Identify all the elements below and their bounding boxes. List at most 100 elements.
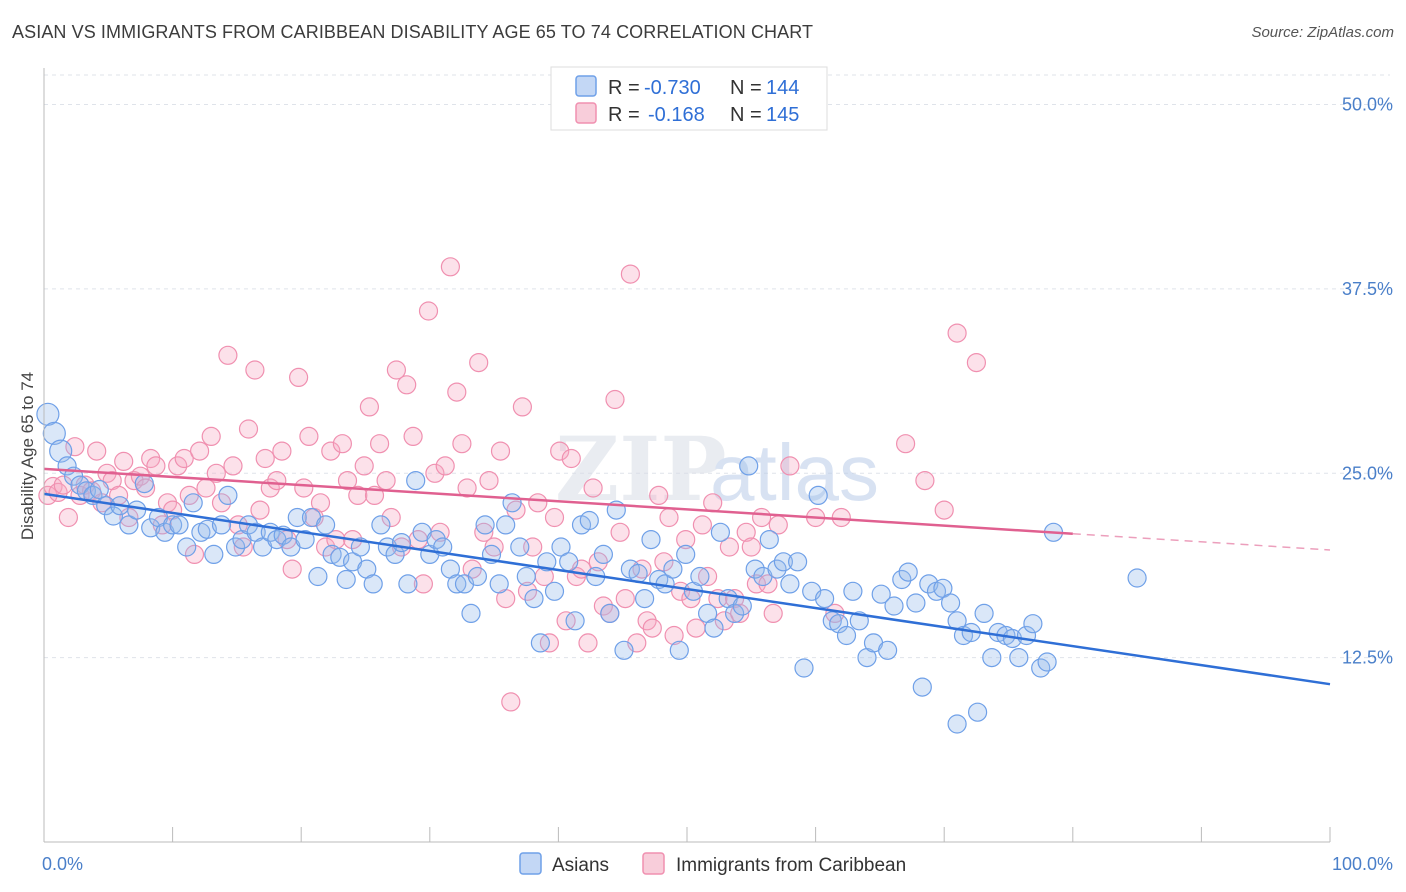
immigrants-point bbox=[337, 471, 358, 491]
asians-point bbox=[814, 588, 835, 609]
immigrants-point bbox=[697, 566, 718, 587]
asians-point bbox=[316, 515, 336, 535]
asians-point bbox=[600, 603, 620, 624]
asians-point bbox=[906, 593, 926, 613]
asians-point bbox=[780, 574, 800, 594]
asians-point bbox=[759, 529, 779, 550]
immigrants-point bbox=[736, 522, 756, 542]
immigrants-point bbox=[310, 493, 331, 513]
asians-point bbox=[489, 574, 509, 594]
immigrants-point bbox=[714, 611, 734, 631]
immigrants-point bbox=[440, 257, 460, 277]
asians-point bbox=[614, 640, 634, 660]
asians-point bbox=[524, 588, 544, 609]
asians-point bbox=[724, 603, 745, 624]
asians-point bbox=[119, 515, 139, 535]
asians-point bbox=[579, 510, 599, 531]
legend-swatch-immigrants bbox=[575, 102, 597, 124]
asians-trend-line bbox=[43, 492, 1331, 686]
asians-point bbox=[371, 515, 391, 535]
asians-point bbox=[663, 559, 683, 579]
immigrants-point bbox=[895, 434, 916, 454]
immigrants-point bbox=[649, 485, 669, 505]
immigrants-point bbox=[397, 375, 417, 395]
immigrants-point bbox=[593, 596, 614, 616]
asians-point bbox=[739, 456, 759, 476]
x-tick-label-0: 0.0% bbox=[42, 854, 83, 874]
asians-point bbox=[461, 603, 481, 624]
asians-point bbox=[322, 544, 342, 565]
immigrants-point bbox=[966, 353, 987, 373]
asians-point bbox=[1023, 614, 1043, 634]
asians-point bbox=[447, 574, 467, 594]
asians-point bbox=[197, 519, 217, 539]
y-tick-labels: 12.5% 25.0% 37.5% 50.0% bbox=[1342, 95, 1393, 668]
immigrants-point bbox=[642, 618, 662, 638]
asians-point bbox=[787, 552, 808, 572]
immigrants-point bbox=[354, 456, 374, 476]
immigrants-point bbox=[381, 507, 401, 528]
asians-point bbox=[475, 515, 495, 535]
asians-point bbox=[163, 515, 183, 535]
immigrants-point bbox=[676, 529, 696, 550]
chart-title: ASIAN VS IMMIGRANTS FROM CARIBBEAN DISAB… bbox=[12, 22, 814, 42]
x-tick-label-1: 100.0% bbox=[1332, 854, 1393, 874]
immigrants-point bbox=[686, 618, 706, 638]
immigrants-point bbox=[386, 360, 406, 380]
y-tick-label-1: 25.0% bbox=[1342, 463, 1393, 483]
immigrants-point bbox=[490, 441, 511, 461]
immigrants-point bbox=[561, 448, 581, 469]
asians-point bbox=[808, 485, 828, 505]
asians-point bbox=[103, 506, 124, 526]
immigrants-point bbox=[659, 507, 679, 528]
y-axis-label: Disability Age 65 to 74 bbox=[18, 372, 37, 540]
asians-point bbox=[767, 559, 787, 579]
asians-point bbox=[1037, 652, 1057, 672]
asians-point bbox=[940, 593, 961, 613]
asians-point bbox=[690, 566, 710, 587]
asians-point bbox=[551, 537, 571, 557]
asians-point bbox=[836, 625, 857, 646]
immigrants-point bbox=[474, 522, 494, 542]
immigrants-point bbox=[190, 441, 210, 461]
immigrants-point bbox=[376, 471, 396, 491]
asians-point bbox=[363, 574, 383, 594]
immigrants-point bbox=[255, 448, 275, 469]
immigrants-point bbox=[719, 537, 740, 557]
legend-r-label-2: R = bbox=[608, 104, 640, 126]
asians-point bbox=[169, 515, 189, 535]
asians-point bbox=[502, 493, 522, 513]
immigrants-point bbox=[741, 537, 761, 557]
asians-point bbox=[295, 529, 315, 550]
asians-point bbox=[537, 552, 557, 572]
grid-lines bbox=[44, 74, 1390, 659]
asians-point bbox=[467, 566, 487, 587]
immigrants-point bbox=[425, 463, 445, 483]
immigrants-point bbox=[184, 544, 205, 565]
asians-point bbox=[426, 529, 446, 550]
legend-r-value-1: -0.730 bbox=[644, 77, 701, 99]
asians-point bbox=[898, 562, 918, 582]
asians-point bbox=[559, 552, 579, 572]
immigrants-point bbox=[615, 588, 635, 609]
immigrants-point bbox=[947, 323, 967, 343]
asians-point bbox=[530, 633, 551, 653]
asians-point bbox=[884, 596, 904, 616]
asians-point bbox=[177, 537, 197, 557]
legend-n-value-1: 144 bbox=[766, 77, 799, 99]
asians-point bbox=[218, 485, 238, 505]
asians-point bbox=[330, 547, 350, 567]
asians-point bbox=[967, 702, 988, 722]
immigrants-point bbox=[763, 603, 783, 624]
asians-point bbox=[634, 588, 655, 609]
bottom-legend-label-immigrants: Immigrants from Caribbean bbox=[676, 855, 906, 876]
legend-n-label-1: N = bbox=[730, 77, 762, 99]
immigrants-point bbox=[692, 515, 713, 535]
immigrants-point bbox=[403, 426, 423, 446]
immigrants-point bbox=[528, 493, 548, 513]
asians-point bbox=[829, 614, 849, 634]
immigrants-point bbox=[289, 367, 309, 387]
asians-point bbox=[183, 493, 203, 513]
immigrants-point bbox=[282, 559, 302, 579]
